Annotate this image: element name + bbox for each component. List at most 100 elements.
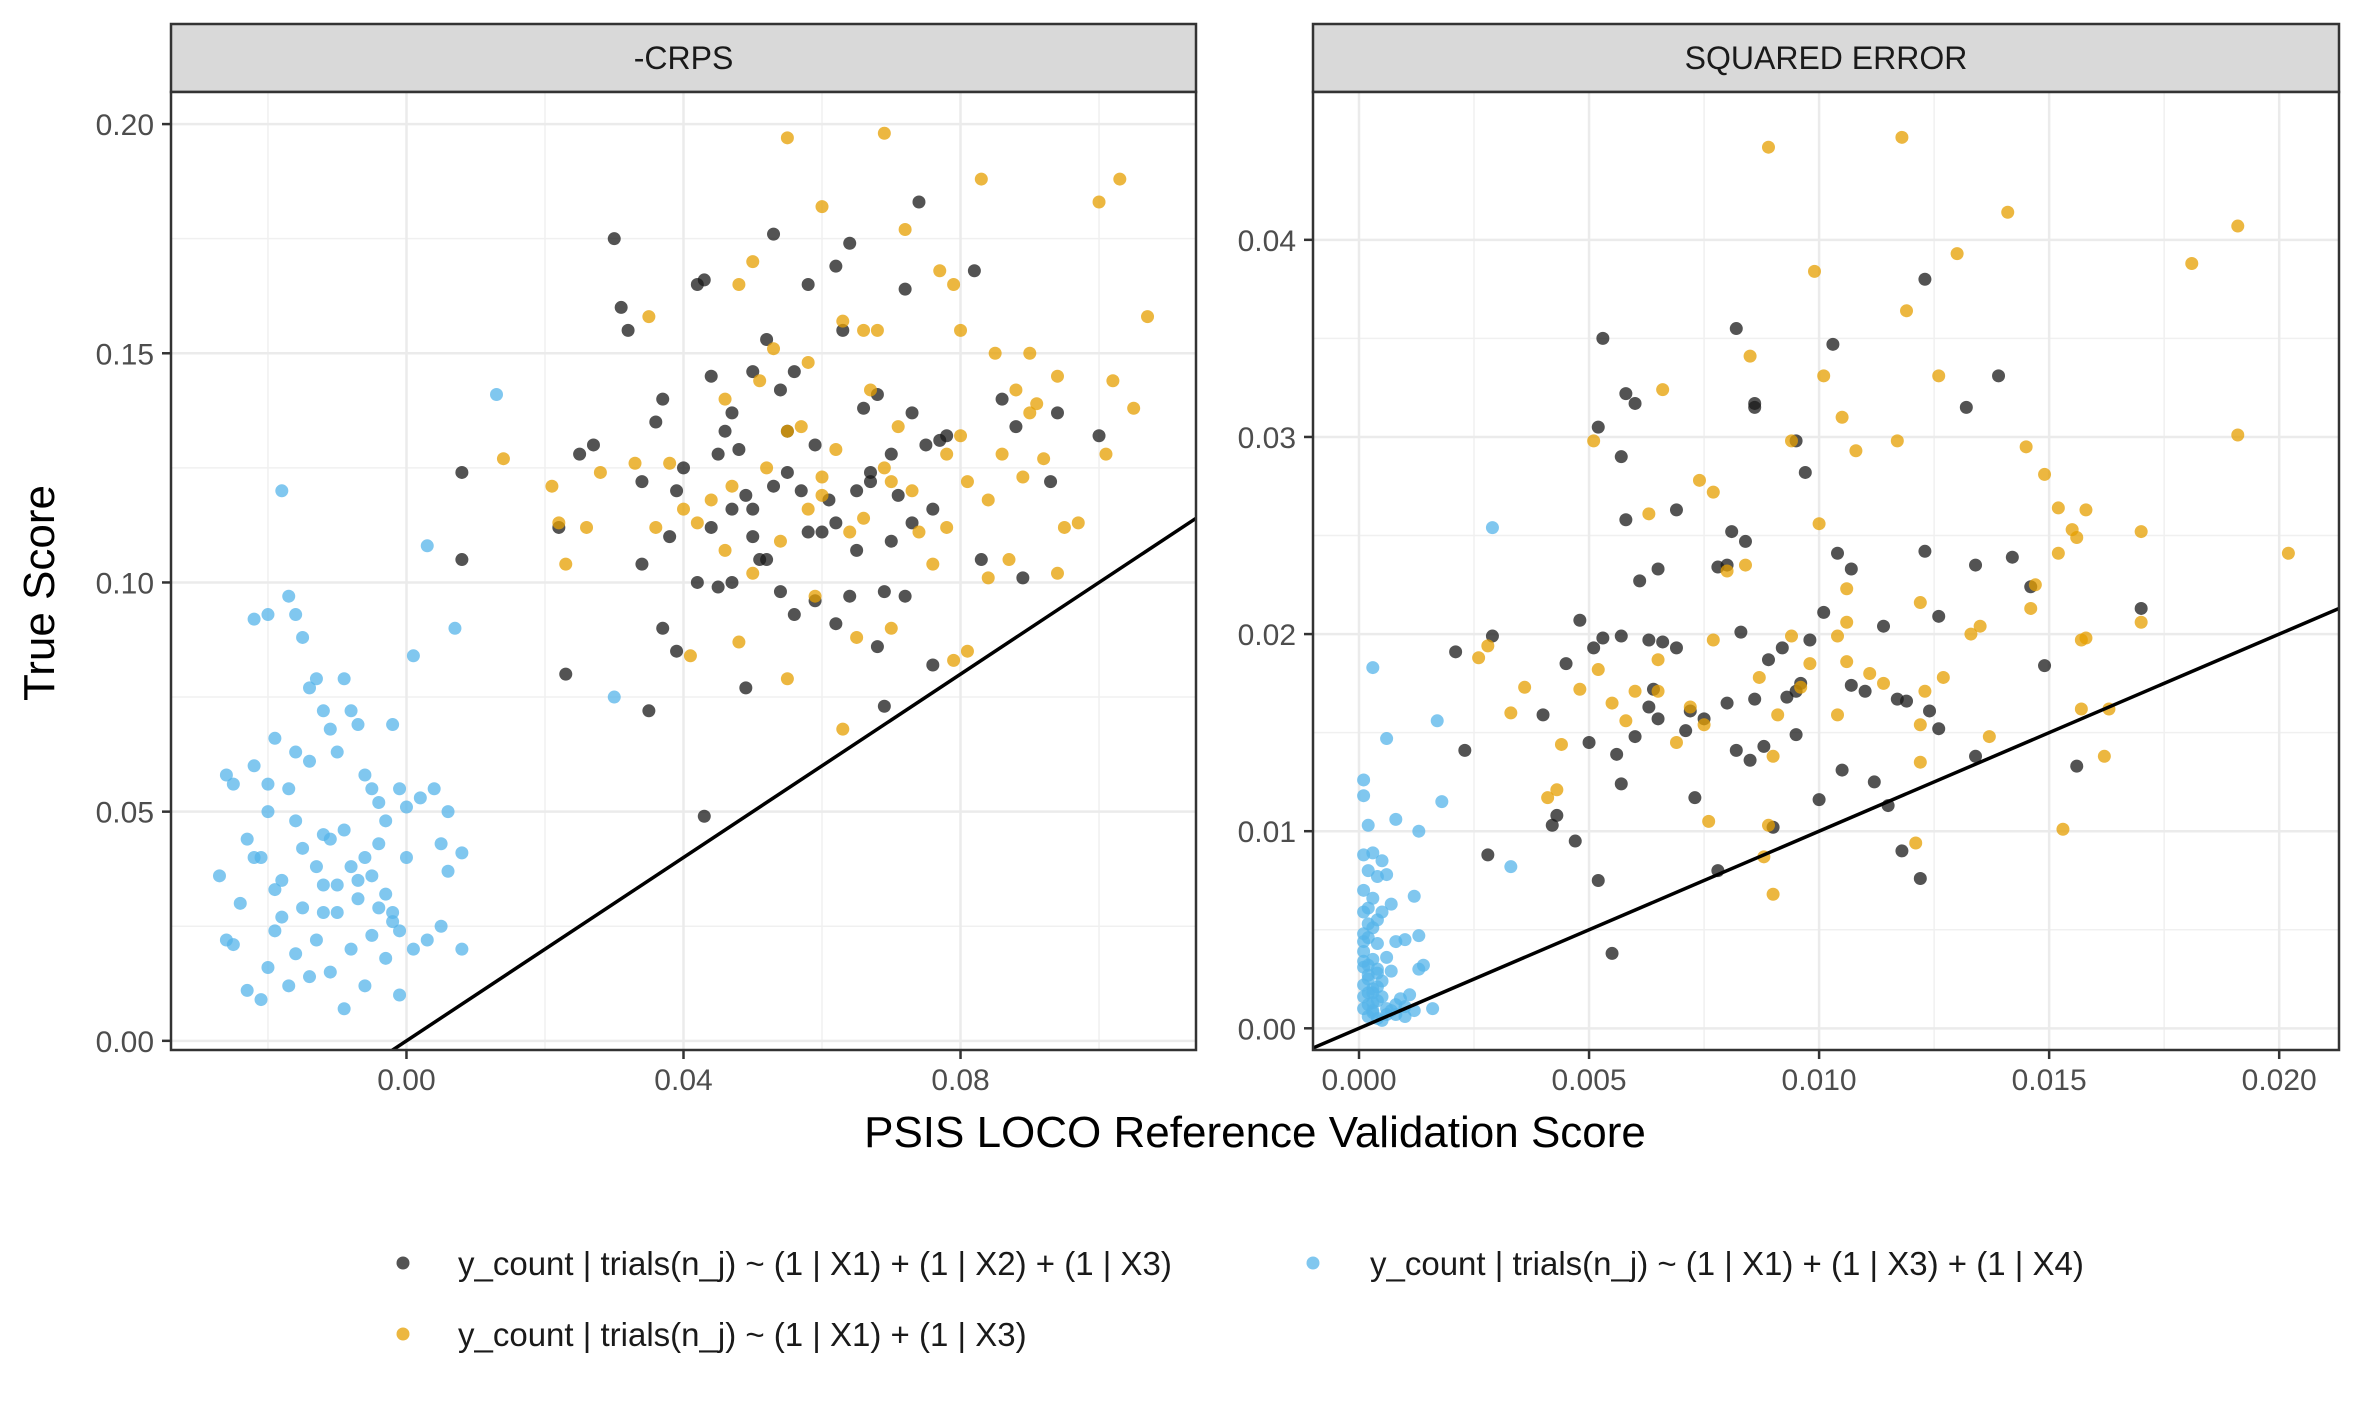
data-point-series-1 (898, 589, 912, 603)
data-point-series-3 (296, 901, 310, 915)
data-point-series-3 (393, 988, 407, 1002)
data-point-series-3 (1375, 854, 1389, 868)
data-point-series-3 (386, 915, 400, 929)
data-point-series-2 (829, 443, 843, 457)
data-point-series-1 (1545, 818, 1559, 832)
data-point-series-3 (1357, 927, 1371, 941)
y-axis-title: True Score (15, 485, 64, 701)
data-point-series-2 (2056, 822, 2070, 836)
data-point-series-2 (593, 465, 607, 479)
data-point-series-2 (760, 461, 774, 475)
data-point-series-1 (801, 278, 815, 292)
data-point-series-3 (316, 905, 330, 919)
y-tick-label: 0.00 (1238, 1013, 1296, 1046)
data-point-series-3 (386, 905, 400, 919)
data-point-series-2 (933, 264, 947, 278)
data-point-series-2 (1683, 700, 1697, 714)
data-point-series-1 (1969, 558, 1983, 572)
data-point-series-3 (351, 718, 365, 732)
data-point-series-2 (1504, 706, 1518, 720)
data-point-series-3 (365, 869, 379, 883)
data-point-series-1 (1748, 692, 1762, 706)
data-point-series-1 (808, 438, 822, 452)
data-point-series-2 (1890, 434, 1904, 448)
data-point-series-1 (1858, 684, 1872, 698)
data-point-series-3 (406, 942, 420, 956)
x-tick-label: 0.000 (1321, 1064, 1396, 1097)
data-point-series-3 (1357, 944, 1371, 958)
data-point-series-2 (870, 323, 884, 337)
data-point-series-1 (1959, 400, 1973, 414)
data-point-series-2 (974, 172, 988, 186)
data-point-series-3 (434, 837, 448, 851)
data-point-series-1 (863, 465, 877, 479)
data-point-series-3 (219, 768, 233, 782)
data-point-series-3 (330, 905, 344, 919)
data-point-series-1 (1559, 657, 1573, 671)
points-layer (1313, 130, 2339, 1050)
data-point-series-2 (1794, 680, 1808, 694)
data-point-series-2 (947, 278, 961, 292)
data-point-series-1 (1651, 712, 1665, 726)
data-point-series-1 (1050, 406, 1064, 420)
data-point-series-1 (794, 484, 808, 498)
x-axis-title: PSIS LOCO Reference Validation Score (864, 1108, 1646, 1157)
data-point-series-2 (857, 323, 871, 337)
data-point-series-2 (801, 355, 815, 369)
data-point-series-2 (1863, 667, 1877, 681)
panel-border (1311, 90, 2341, 1052)
data-point-series-2 (1037, 452, 1051, 466)
data-point-series-1 (850, 484, 864, 498)
data-point-series-2 (815, 470, 829, 484)
data-point-series-2 (1692, 473, 1706, 487)
data-point-series-2 (947, 653, 961, 667)
data-point-series-2 (773, 534, 787, 548)
data-point-series-2 (954, 429, 968, 443)
data-point-series-1 (1596, 631, 1610, 645)
data-point-series-2 (580, 520, 594, 534)
data-point-series-3 (296, 630, 310, 644)
data-point-series-3 (1416, 958, 1430, 972)
data-point-series-3 (1403, 988, 1417, 1002)
data-point-series-2 (1619, 714, 1633, 728)
data-point-series-1 (926, 658, 940, 672)
data-point-series-2 (1973, 619, 1987, 633)
data-point-series-3 (1357, 883, 1371, 897)
data-point-series-2 (1913, 718, 1927, 732)
data-point-series-1 (1092, 429, 1106, 443)
data-point-series-2 (1113, 172, 1127, 186)
data-point-series-1 (1582, 735, 1596, 749)
data-point-series-1 (586, 438, 600, 452)
data-point-series-2 (1812, 517, 1826, 531)
data-point-series-1 (905, 516, 919, 530)
data-point-series-2 (794, 420, 808, 434)
data-point-series-1 (2134, 601, 2148, 615)
data-point-series-1 (1761, 653, 1775, 667)
data-point-series-2 (988, 346, 1002, 360)
data-point-series-1 (843, 589, 857, 603)
data-point-series-1 (919, 438, 933, 452)
data-point-series-1 (1798, 465, 1812, 479)
data-point-series-3 (296, 841, 310, 855)
data-point-series-1 (1656, 635, 1670, 649)
data-point-series-1 (1923, 704, 1937, 718)
data-point-series-2 (559, 557, 573, 571)
data-point-series-1 (2005, 550, 2019, 564)
data-point-series-3 (240, 832, 254, 846)
panel-strip (1311, 22, 2341, 94)
data-point-series-3 (309, 933, 323, 947)
data-point-series-1 (760, 553, 774, 567)
data-point-series-2 (891, 420, 905, 434)
data-point-series-2 (642, 310, 656, 324)
data-point-series-2 (1706, 633, 1720, 647)
data-point-series-1 (843, 236, 857, 250)
data-point-series-3 (351, 873, 365, 887)
data-point-series-3 (240, 983, 254, 997)
data-point-series-2 (815, 200, 829, 214)
data-point-series-3 (337, 672, 351, 686)
data-point-series-2 (2028, 578, 2042, 592)
data-point-series-1 (1568, 834, 1582, 848)
data-point-series-2 (1023, 406, 1037, 420)
data-point-series-2 (1807, 264, 1821, 278)
data-point-series-2 (843, 525, 857, 539)
